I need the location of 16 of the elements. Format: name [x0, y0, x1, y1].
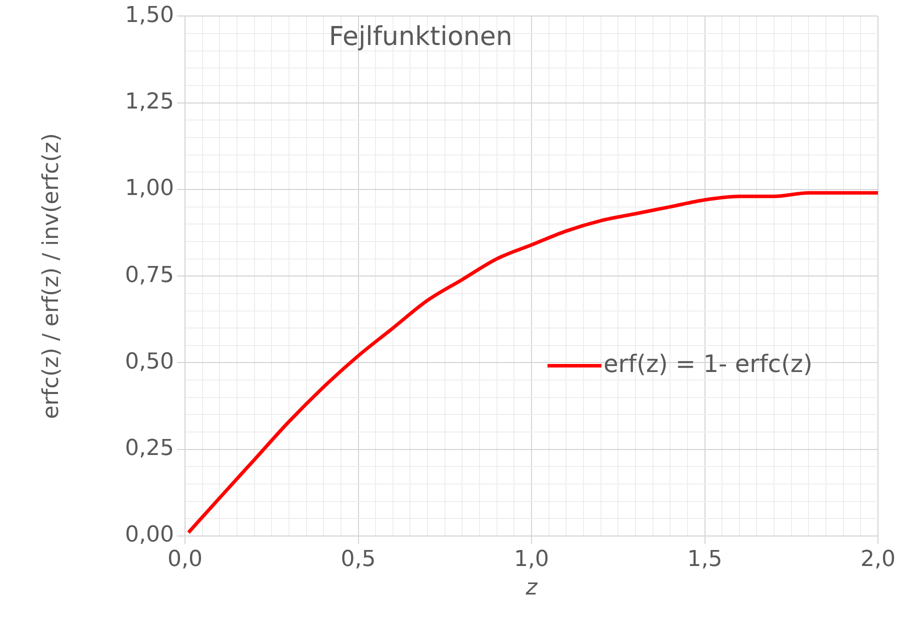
y-tick-label: 0,75	[125, 262, 174, 288]
x-tick-label: 1,0	[514, 546, 549, 572]
y-tick-label: 1,00	[125, 176, 174, 202]
chart-title: Fejlfunktionen	[328, 22, 512, 52]
y-tick-label: 1,50	[125, 2, 174, 28]
x-tick-label: 1,5	[687, 546, 722, 572]
x-tick-label: 0,5	[340, 546, 376, 572]
x-tick-label: 2,0	[860, 546, 896, 572]
x-axis-title: z	[524, 576, 538, 601]
y-tick-label: 1,25	[125, 90, 174, 115]
x-tick-label: 0,0	[168, 546, 202, 572]
y-axis-title: erfc(z) / erf(z) / inv(erfc(z)	[38, 133, 64, 419]
y-tick-label: 0,50	[125, 349, 174, 374]
y-tick-label: 0,25	[125, 436, 174, 462]
y-tick-label: 0,00	[125, 522, 174, 548]
legend-label: erf(z) = 1- erfc(z)	[604, 350, 812, 378]
